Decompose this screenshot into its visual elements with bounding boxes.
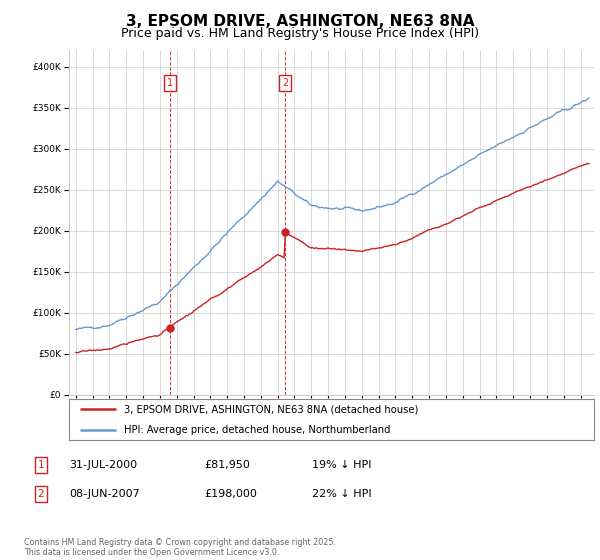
Text: £198,000: £198,000 <box>204 489 257 499</box>
Text: 08-JUN-2007: 08-JUN-2007 <box>69 489 140 499</box>
Text: 31-JUL-2000: 31-JUL-2000 <box>69 460 137 470</box>
Text: 2: 2 <box>37 489 44 499</box>
Text: 19% ↓ HPI: 19% ↓ HPI <box>312 460 371 470</box>
Text: Price paid vs. HM Land Registry's House Price Index (HPI): Price paid vs. HM Land Registry's House … <box>121 27 479 40</box>
Text: HPI: Average price, detached house, Northumberland: HPI: Average price, detached house, Nort… <box>124 424 391 435</box>
Text: 1: 1 <box>37 460 44 470</box>
Text: Contains HM Land Registry data © Crown copyright and database right 2025.
This d: Contains HM Land Registry data © Crown c… <box>24 538 336 557</box>
Text: £81,950: £81,950 <box>204 460 250 470</box>
Point <box>165 323 175 332</box>
Text: 1: 1 <box>167 78 173 88</box>
Text: 2: 2 <box>282 78 288 88</box>
Text: 3, EPSOM DRIVE, ASHINGTON, NE63 8NA (detached house): 3, EPSOM DRIVE, ASHINGTON, NE63 8NA (det… <box>124 404 419 414</box>
Point <box>280 228 290 237</box>
Text: 3, EPSOM DRIVE, ASHINGTON, NE63 8NA: 3, EPSOM DRIVE, ASHINGTON, NE63 8NA <box>126 14 474 29</box>
Text: 22% ↓ HPI: 22% ↓ HPI <box>312 489 371 499</box>
